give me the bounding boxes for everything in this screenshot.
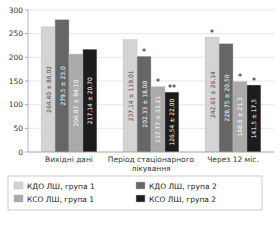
bar (83, 49, 97, 152)
data-label: 141,5 ± 17,5 (250, 99, 257, 139)
significance: ** (168, 84, 176, 93)
y-axis (28, 10, 29, 152)
significance: * (142, 48, 146, 57)
bar (151, 87, 165, 152)
data-label: 137,77 ± 33,21 (154, 96, 161, 143)
legend-swatch (136, 182, 145, 189)
bar (219, 44, 233, 152)
legend-swatch (136, 195, 145, 202)
data-label: 202,33 ± 18,00 (141, 80, 148, 127)
chart: 0 50 100 150 200 250 300 264,40 ± 86,02 237,14 ±… (0, 0, 280, 240)
bar (247, 85, 261, 152)
bar (55, 20, 69, 152)
significance: * (156, 78, 160, 87)
tick-mark (25, 152, 28, 153)
legend-entry: КДО ЛШ, група 2 (149, 182, 217, 191)
tick-label: 50 (13, 124, 23, 133)
legend-entry: КСО ЛШ, група 2 (149, 195, 216, 204)
data-label: 126,54 ± 22,00 (168, 98, 175, 145)
data-label: 206,87 ± 84,10 (72, 79, 79, 126)
bar (41, 27, 55, 152)
data-label: 228,75 ± 20,50 (223, 74, 230, 121)
tick-label: 150 (9, 77, 24, 86)
data-label: 217,14 ± 20,70 (86, 77, 93, 124)
bar (165, 92, 179, 152)
legend-frame (8, 176, 262, 210)
bar (69, 54, 83, 152)
bar (233, 82, 247, 152)
bar (123, 40, 137, 152)
data-label: 148,6 ± 21,3 (236, 97, 243, 137)
significance: * (238, 73, 242, 82)
data-label: 279,5 ± 23,0 (59, 66, 66, 106)
tick-label: 300 (9, 6, 24, 15)
data-label: 264,40 ± 86,02 (45, 66, 52, 113)
tick-mark (25, 128, 28, 129)
tick-mark (25, 33, 28, 34)
bar (205, 37, 219, 152)
tick-label: 0 (18, 148, 23, 157)
x-axis (28, 152, 274, 153)
tick-mark (25, 57, 28, 58)
data-label: 237,14 ± 119,01 (127, 70, 134, 121)
bars (41, 20, 261, 152)
bar (137, 56, 151, 152)
grid (28, 10, 274, 152)
tick-label: 100 (9, 100, 24, 109)
grid-line (28, 10, 274, 11)
category-label: Через 12 міс. (207, 155, 259, 164)
significance: * (252, 77, 256, 86)
category-label: Період стаціонарноголікування (108, 155, 195, 173)
legend: КДО ЛШ, група 1 КДО ЛШ, група 2 КСО ЛШ, гр… (8, 176, 262, 210)
tick-mark (25, 104, 28, 105)
labels: 264,40 ± 86,02 237,14 ± 119,01 242,63 ± 26… (45, 29, 258, 146)
tick-mark (25, 81, 28, 82)
legend-swatch (14, 195, 23, 202)
category-label: Вихідні дані (45, 155, 93, 164)
tick-mark (25, 10, 28, 11)
tick-label: 250 (9, 29, 24, 38)
data-label: 242,63 ± 26,14 (209, 71, 216, 118)
legend-entry: КДО ЛШ, група 1 (27, 182, 95, 191)
significance: * (210, 29, 214, 38)
grid-line (28, 152, 274, 153)
tick-label: 200 (9, 53, 24, 62)
legend-swatch (14, 182, 23, 189)
legend-entry: КСО ЛШ, група 1 (27, 195, 94, 204)
